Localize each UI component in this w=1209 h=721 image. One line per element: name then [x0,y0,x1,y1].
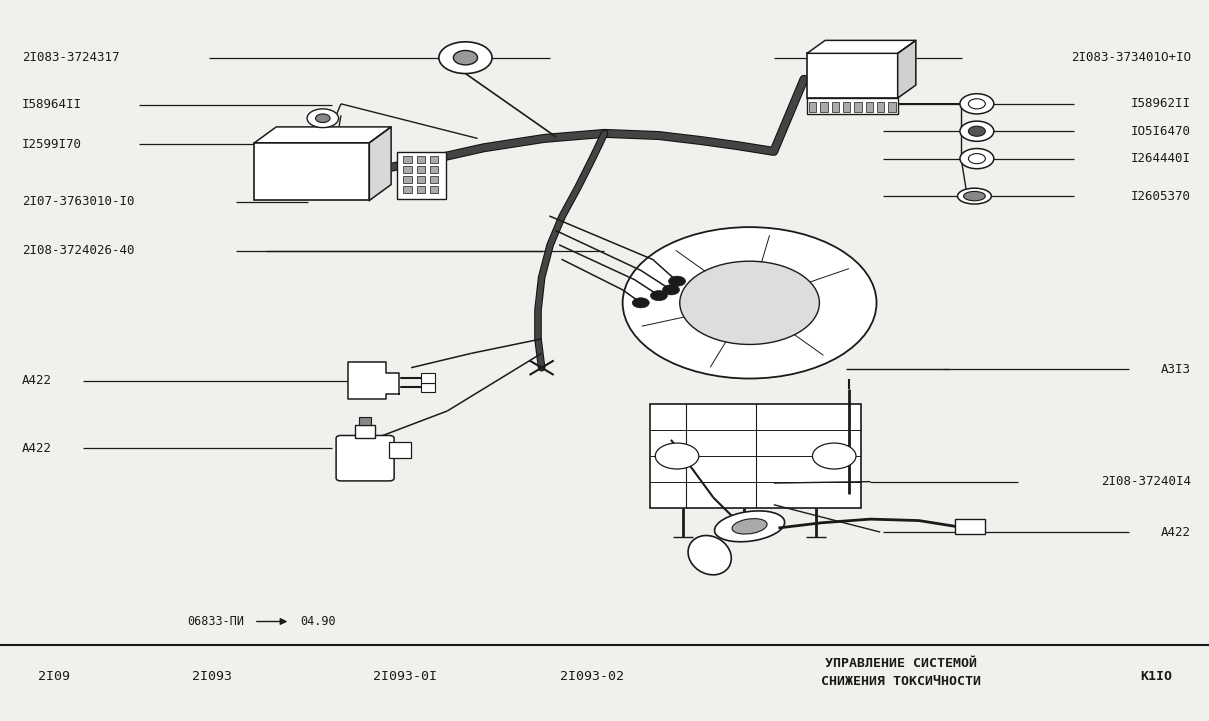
Circle shape [679,261,820,345]
Ellipse shape [715,511,785,541]
Bar [955,519,985,534]
Text: СНИЖЕНИЯ ТОКСИЧНОСТИ: СНИЖЕНИЯ ТОКСИЧНОСТИ [821,675,980,688]
Text: I58964II: I58964II [22,98,82,111]
Circle shape [623,227,877,379]
Bar [416,156,426,162]
Bar [403,176,411,182]
Text: 2I093-02: 2I093-02 [561,670,624,683]
Bar [416,186,426,193]
Ellipse shape [964,191,985,200]
Circle shape [968,99,985,109]
Text: I2605370: I2605370 [1130,190,1191,203]
Bar [416,176,426,182]
Bar [403,166,411,172]
Text: 06833-ПИ: 06833-ПИ [187,615,244,628]
Text: I2599I70: I2599I70 [22,138,82,151]
Circle shape [812,443,856,469]
Bar [430,166,438,172]
Bar [806,53,897,98]
Text: I264440I: I264440I [1130,152,1191,165]
Circle shape [663,285,679,295]
Text: A422: A422 [22,374,52,387]
Circle shape [960,149,994,169]
Bar [843,102,850,112]
Bar [649,404,861,508]
Text: 04.90: 04.90 [300,615,335,628]
Bar [416,166,426,172]
Circle shape [960,121,994,141]
Bar [403,156,411,162]
Circle shape [650,291,667,301]
Circle shape [439,42,492,74]
Bar [421,373,435,383]
Bar [832,102,839,112]
Text: 2I07-3763010-I0: 2I07-3763010-I0 [22,195,134,208]
Bar [430,186,438,193]
Bar [877,102,884,112]
Circle shape [307,109,339,128]
Text: 2I08-37240I4: 2I08-37240I4 [1101,475,1191,488]
Circle shape [669,276,686,286]
Bar [397,151,445,198]
Text: 2I093: 2I093 [191,670,232,683]
Circle shape [968,154,985,164]
Text: 2I093-0I: 2I093-0I [374,670,436,683]
Text: I58962II: I58962II [1130,97,1191,110]
Bar [806,98,897,114]
Text: 2I083-3724317: 2I083-3724317 [22,51,120,64]
Circle shape [453,50,478,65]
Circle shape [632,298,649,308]
Circle shape [968,126,985,136]
Bar [403,186,411,193]
Text: 2I08-3724026-40: 2I08-3724026-40 [22,244,134,257]
Bar [821,102,828,112]
Ellipse shape [731,518,768,534]
Circle shape [960,94,994,114]
Bar [430,176,438,182]
Polygon shape [369,127,391,200]
Polygon shape [254,127,391,143]
Text: IO5I6470: IO5I6470 [1130,125,1191,138]
Bar [430,156,438,162]
Bar [355,425,375,438]
Bar [866,102,873,112]
Bar [254,143,369,200]
Bar [809,102,816,112]
Text: A3I3: A3I3 [1161,363,1191,376]
Polygon shape [348,362,399,399]
Text: A422: A422 [22,442,52,455]
Text: 2I09: 2I09 [39,670,70,683]
Ellipse shape [958,188,991,204]
FancyBboxPatch shape [336,435,394,481]
Polygon shape [806,40,915,53]
Circle shape [655,443,699,469]
Bar [889,102,896,112]
Bar [421,383,435,392]
Text: 2I083-373401O+IO: 2I083-373401O+IO [1071,51,1191,64]
Text: УПРАВЛЕНИЕ СИСТЕМОЙ: УПРАВЛЕНИЕ СИСТЕМОЙ [825,657,977,670]
Bar [855,102,862,112]
Ellipse shape [688,536,731,575]
Polygon shape [897,40,915,98]
Bar [359,417,371,425]
Bar [389,442,411,458]
Circle shape [316,114,330,123]
Text: A422: A422 [1161,526,1191,539]
Text: K1IO: K1IO [1141,670,1173,683]
